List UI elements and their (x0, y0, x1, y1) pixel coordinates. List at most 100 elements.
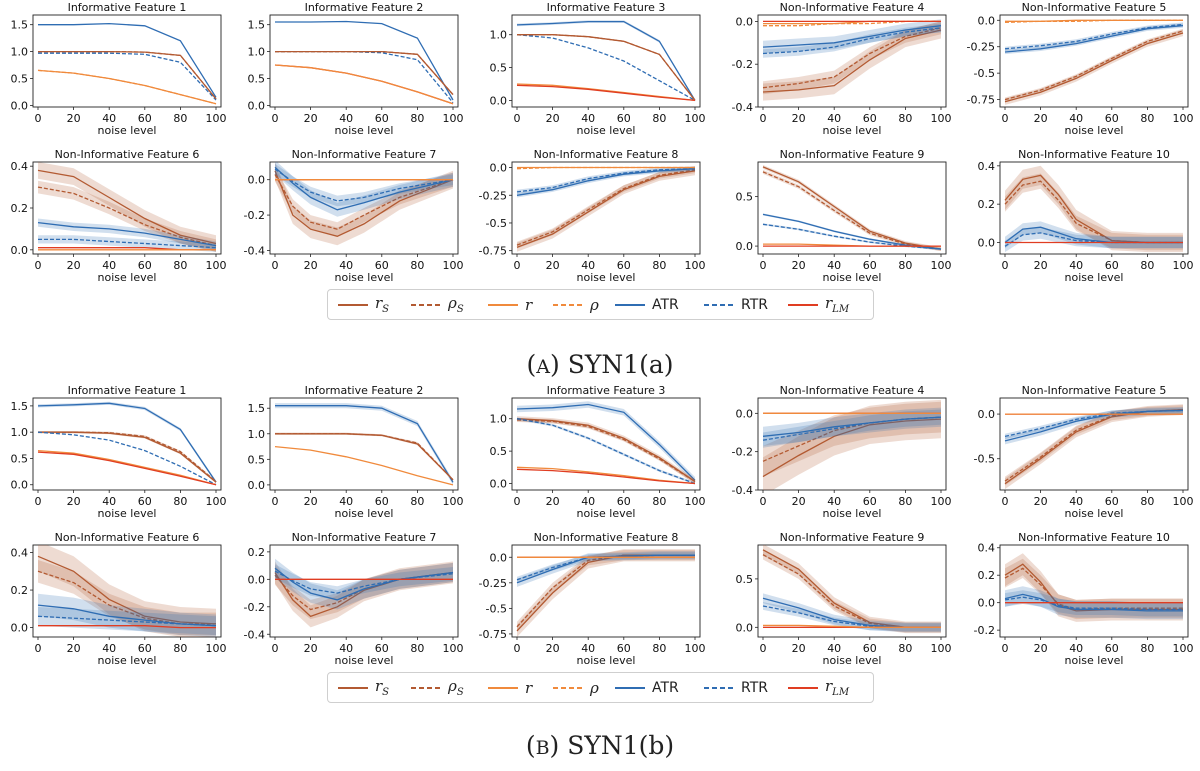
caption-b-text: SYN1(b) (567, 731, 675, 760)
legend-swatch (704, 686, 734, 689)
x-tick-label: 20 (1034, 112, 1048, 125)
x-tick-label: 80 (652, 259, 666, 272)
x-tick-label: 40 (827, 259, 841, 272)
x-tick-label: 0 (272, 642, 279, 655)
series-line-rhos (516, 419, 696, 483)
x-tick-label: 80 (898, 495, 912, 508)
x-tick-label: 0 (1002, 112, 1009, 125)
x-tick-label: 20 (67, 642, 81, 655)
subplot: Informative Feature 1 0.0 0.5 1.0 1.5 0 20 40 60… (11, 384, 227, 520)
y-tick-label: 1.0 (490, 413, 508, 426)
legend-swatch (788, 686, 818, 689)
x-tick-label: 20 (304, 259, 318, 272)
axes-frame (32, 14, 222, 108)
y-tick-label: 0.0 (736, 240, 754, 253)
x-tick-label: 20 (792, 112, 806, 125)
x-tick-label: 60 (1105, 259, 1119, 272)
series-line-rs (762, 29, 942, 93)
series-band-rtr (763, 23, 941, 58)
x-tick-label: 80 (1140, 259, 1154, 272)
x-axis-label: noise level (577, 271, 636, 284)
legend-swatch (615, 686, 645, 689)
series-line-rlm (38, 625, 216, 629)
x-axis-label: noise level (823, 124, 882, 137)
y-tick-label: -0.25 (479, 577, 507, 590)
legend-swatch (411, 686, 441, 689)
series-line-rtr (1004, 23, 1184, 50)
x-tick-label: 100 (1173, 259, 1194, 272)
series-line-atr (37, 402, 217, 483)
x-tick-label: 80 (652, 642, 666, 655)
x-tick-label: 40 (1069, 642, 1083, 655)
legend-item-rlm: rLM (788, 673, 849, 702)
y-tick-label: 1.5 (11, 400, 29, 413)
series-line-atr (275, 20, 454, 101)
subplot: Non-Informative Feature 10 -0.2 0.0 0.2 0.4 0… (974, 531, 1194, 667)
x-tick-label: 100 (685, 259, 706, 272)
legend-label: rLM (825, 294, 850, 315)
plot-area (274, 558, 454, 628)
legend-label: ρ (590, 678, 599, 697)
series-band-atr (517, 401, 695, 484)
legend-label: ATR (652, 679, 679, 696)
subplot: Non-Informative Feature 8 -0.75 -0.5 -0.25 0… (479, 148, 706, 284)
y-tick-label: 0.4 (978, 160, 996, 173)
axes-frame (32, 397, 222, 491)
y-tick-label: 1.5 (248, 402, 266, 415)
x-tick-label: 100 (206, 259, 227, 272)
plot-area (37, 401, 217, 486)
series-line-r (37, 449, 217, 486)
series-line-rs (38, 50, 217, 100)
series-band-rtr (275, 564, 453, 600)
x-tick-label: 100 (931, 642, 952, 655)
subplot: Non-Informative Feature 6 0.0 0.2 0.4 0 20 40 6… (11, 148, 227, 284)
axes-frame (757, 544, 947, 638)
subplot-title: Non-Informative Feature 9 (780, 531, 925, 544)
y-tick-label: 0.0 (736, 15, 754, 28)
subplot-title: Non-Informative Feature 7 (292, 531, 437, 544)
subplot: Non-Informative Feature 5 -0.75 -0.5 -0.25 0… (967, 1, 1194, 137)
y-tick-label: 0.0 (11, 99, 29, 112)
series-band-atr (763, 593, 941, 633)
subplot: Informative Feature 2 0.0 0.5 1.0 1.5 0 20 40 60… (248, 384, 464, 520)
series-band-atr (517, 20, 695, 102)
y-tick-label: 1.5 (11, 19, 29, 32)
series-line-rs (37, 169, 217, 245)
x-tick-label: 80 (652, 112, 666, 125)
y-tick-label: -0.2 (244, 209, 265, 222)
y-tick-label: 0.0 (978, 597, 996, 610)
axes-frame (269, 397, 459, 491)
y-tick-label: -0.25 (967, 41, 995, 54)
series-line-r (763, 624, 941, 628)
series-line-rhos (275, 50, 454, 96)
legend-item-rtr: RTR (704, 290, 768, 319)
legend-label: r (525, 678, 533, 697)
series-line-rhos (1004, 30, 1184, 101)
series-band-atr (38, 593, 216, 637)
x-axis-label: noise level (823, 271, 882, 284)
x-tick-label: 100 (931, 495, 952, 508)
y-tick-label: 0.0 (736, 407, 754, 420)
y-tick-label: 0.2 (11, 202, 29, 215)
x-axis-label: noise level (335, 124, 394, 137)
plot-area (762, 19, 942, 101)
axes-frame (269, 544, 459, 638)
caption-a-letter: A (536, 356, 550, 378)
x-tick-label: 0 (760, 259, 767, 272)
series-band-atr (1005, 221, 1183, 249)
legend-item-rhos: ρS (411, 673, 464, 702)
series-band-atr (763, 407, 941, 446)
series-band-rhos (38, 180, 216, 252)
subplot: Informative Feature 2 0.0 0.5 1.0 1.5 0 20 40 60… (248, 1, 464, 137)
legend-item-r: r (488, 290, 532, 319)
subplot-title: Non-Informative Feature 10 (1018, 531, 1170, 544)
axes-frame (511, 161, 701, 255)
x-tick-label: 0 (35, 642, 42, 655)
series-band-rhos (38, 431, 216, 483)
series-line-rtr (274, 168, 454, 202)
x-tick-label: 100 (685, 642, 706, 655)
y-tick-label: 1.0 (248, 428, 266, 441)
x-tick-label: 60 (375, 259, 389, 272)
series-line-rhos (38, 431, 217, 483)
series-line-atr (762, 25, 942, 48)
